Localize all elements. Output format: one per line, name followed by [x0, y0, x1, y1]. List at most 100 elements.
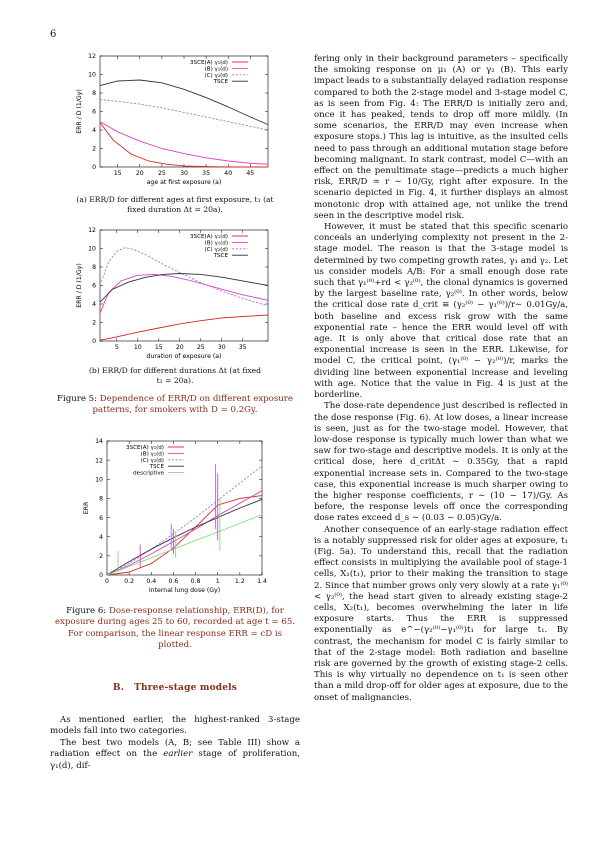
page-number: 6	[50, 29, 57, 40]
y-axis-label: ERR / D (1/Gy)	[76, 89, 83, 134]
caption-label: Figure 6:	[66, 606, 107, 616]
figure-6: 0 0.2 0.4 0.6 0.8 1 1.2 1.4 0 2 4 6 8 10 12 14 Internal …	[62, 434, 277, 598]
chart-5b: 5 10 15 20 25 30 35 0 2 4 6 8 10 12 duration of exposu…	[76, 227, 269, 360]
y-tick-label: 6	[99, 515, 103, 522]
figure-5a-caption: (a) ERR/D for different ages at first ex…	[62, 195, 288, 215]
y-tick-label: 12	[88, 227, 96, 234]
paragraph: fering only in their background paramete…	[314, 54, 568, 221]
caption-line: (b) ERR/D for different durations Δt (at…	[88, 366, 262, 375]
right-column: fering only in their background paramete…	[314, 54, 568, 704]
x-tick-label: 1.2	[235, 578, 245, 585]
x-tick-label: 1.4	[257, 578, 267, 585]
series-line-4	[99, 79, 269, 125]
y-tick-label: 10	[88, 246, 96, 253]
paragraph: The best two models (A, B; see Table III…	[50, 738, 300, 772]
legend-label: (B) γ₁(d)	[205, 66, 228, 72]
y-tick-label: 2	[92, 146, 96, 153]
y-tick-label: 8	[92, 264, 96, 271]
series-line-1	[99, 122, 268, 168]
y-tick-label: 8	[99, 496, 103, 503]
series-line-4	[99, 273, 269, 303]
x-tick-label: 25	[158, 170, 166, 177]
legend-label: (C) γ₂(d)	[204, 73, 228, 79]
series-line-2	[99, 121, 269, 165]
chart-6: 0 0.2 0.4 0.6 0.8 1 1.2 1.4 0 2 4 6 8 10 12 14 Internal …	[83, 438, 267, 594]
legend-label: (C) γ₂(d)	[204, 247, 228, 253]
series-line-2	[99, 273, 269, 314]
y-tick-label: 12	[95, 457, 103, 464]
y-axis-label: ERR / D (1/Gy)	[76, 263, 83, 308]
legend-label: 3SCE(A) γ₁(d)	[126, 445, 164, 451]
x-tick-label: 5	[115, 344, 119, 351]
x-tick-label: 20	[136, 170, 144, 177]
series-line-2	[106, 490, 263, 576]
y-tick-label: 12	[88, 53, 96, 60]
legend-label: 3SCE(A) γ₁(d)	[190, 60, 228, 66]
legend-label: descriptive	[133, 471, 164, 477]
series-line-1	[106, 495, 263, 576]
x-tick-label: 0	[105, 578, 109, 585]
chart-5a: 15 20 25 30 35 40 45 0 2 4 6 8 10 12 age at first expo…	[76, 53, 269, 186]
figure-5b: 5 10 15 20 25 30 35 0 2 4 6 8 10 12 duration of exposu…	[60, 226, 272, 366]
x-tick-label: 15	[114, 170, 122, 177]
caption-text: plotted.	[158, 640, 192, 651]
x-tick-label: 30	[218, 344, 226, 351]
legend-label: TSCE	[213, 253, 229, 259]
y-tick-label: 0	[99, 572, 103, 579]
y-axis-label: ERR	[83, 501, 90, 514]
series-line-4	[106, 498, 263, 576]
caption-label: Figure 5:	[57, 394, 98, 404]
x-tick-label: 35	[202, 170, 210, 177]
section-number: B.	[112, 683, 125, 693]
x-tick-label: 35	[239, 344, 247, 351]
caption-text: exposure during ages 25 to 60, recorded …	[54, 617, 296, 628]
y-tick-label: 6	[92, 109, 96, 116]
caption-line: (a) ERR/D for different ages at first ex…	[76, 195, 274, 204]
legend-label: (B) γ₁(d)	[205, 240, 228, 246]
series-line-1	[99, 314, 269, 341]
y-tick-label: 10	[95, 476, 103, 483]
x-tick-label: 1	[216, 578, 220, 585]
figure-5b-caption: (b) ERR/D for different durations Δt (at…	[62, 366, 288, 386]
y-tick-label: 4	[99, 534, 103, 541]
series-line-3	[99, 99, 269, 131]
figure-5a: 15 20 25 30 35 40 45 0 2 4 6 8 10 12 age at first expo…	[60, 52, 272, 192]
paragraph: As mentioned earlier, the highest-ranked…	[50, 715, 300, 737]
caption-text: Dose-response relationship, ERR(D), for	[108, 606, 284, 616]
x-tick-label: 0.2	[124, 578, 134, 585]
plot-frame	[99, 55, 269, 168]
y-tick-label: 2	[99, 553, 103, 560]
paragraph: Another consequence of an early-stage ra…	[314, 524, 568, 703]
series-line-3	[106, 465, 263, 576]
y-tick-label: 2	[92, 320, 96, 327]
legend-label: TSCE	[149, 464, 165, 470]
y-tick-label: 10	[88, 72, 96, 79]
x-tick-label: 20	[176, 344, 184, 351]
caption-text: Dependence of ERR/D on different exposur…	[99, 394, 293, 404]
x-tick-label: 0.8	[191, 578, 201, 585]
paragraph-text: stage of proliferation, γ₁(d), dif-	[50, 749, 300, 771]
x-axis-label: duration of exposure (a)	[147, 353, 222, 360]
figure-6-caption: Figure 6: Dose-response relationship, ER…	[50, 606, 300, 652]
legend-label: (B) γ₁(d)	[141, 451, 164, 457]
x-tick-label: 30	[180, 170, 188, 177]
x-tick-label: 15	[155, 344, 163, 351]
caption-text: patterns, for smokers with D = 0.2Gy.	[92, 405, 258, 416]
y-tick-label: 4	[92, 301, 96, 308]
x-axis-label: age at first exposure (a)	[147, 179, 222, 186]
section-title: Three-stage models	[134, 683, 238, 693]
x-tick-label: 40	[224, 170, 232, 177]
y-tick-label: 14	[95, 438, 103, 445]
y-tick-label: 6	[92, 283, 96, 290]
legend-label: TSCE	[213, 79, 229, 85]
figure-5-caption: Figure 5: Dependence of ERR/D on differe…	[50, 394, 300, 417]
paragraph: However, it must be stated that this spe…	[314, 222, 568, 401]
x-tick-label: 45	[246, 170, 254, 177]
legend-label: (C) γ₂(d)	[140, 458, 164, 464]
caption-line: t₁ = 20a).	[156, 376, 194, 385]
caption-text: For comparison, the linear response ERR …	[67, 628, 283, 639]
y-tick-label: 4	[92, 127, 96, 134]
x-tick-label: 25	[197, 344, 205, 351]
plot-frame	[106, 440, 263, 576]
emphasis: earlier	[163, 749, 193, 760]
